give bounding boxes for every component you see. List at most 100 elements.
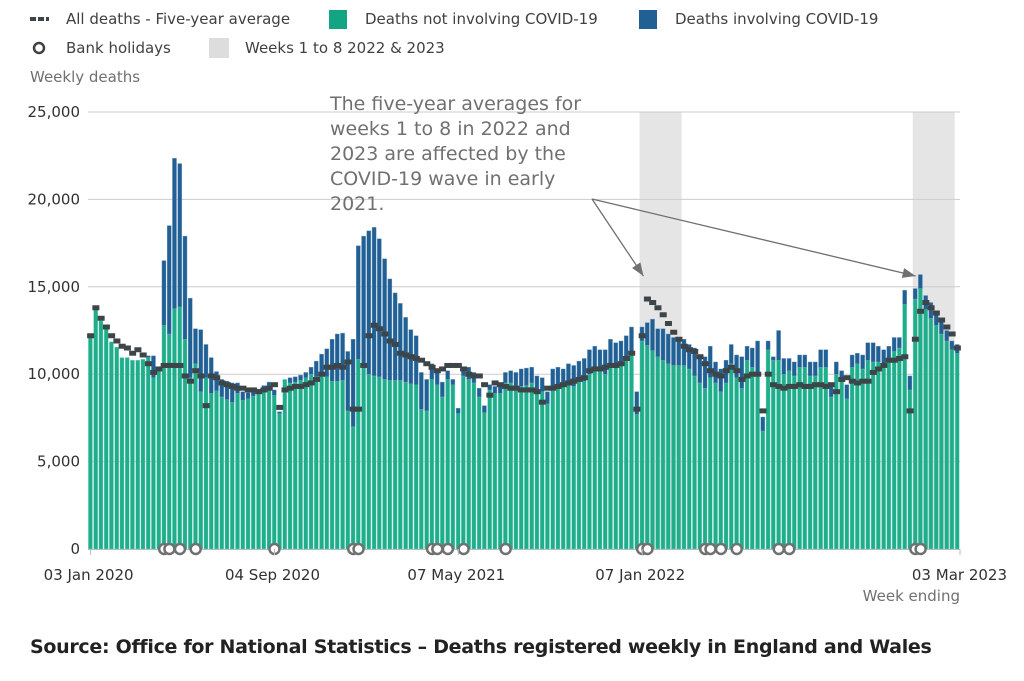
bar-covid xyxy=(350,339,356,427)
average-marker xyxy=(664,321,672,327)
average-marker xyxy=(265,385,273,391)
bar-covid xyxy=(240,391,245,401)
bar-noncovid xyxy=(639,340,645,550)
bank-holiday-markers xyxy=(157,542,927,556)
average-marker xyxy=(328,364,336,370)
average-marker xyxy=(244,387,252,393)
average-marker xyxy=(344,359,352,365)
bar-covid xyxy=(539,377,545,392)
bar-noncovid xyxy=(240,400,245,550)
average-marker xyxy=(202,403,210,409)
bars xyxy=(88,158,960,550)
average-marker xyxy=(533,389,541,395)
bar-covid xyxy=(907,375,913,391)
bar-noncovid xyxy=(902,304,907,550)
bar-covid xyxy=(865,342,871,361)
bank-holiday-marker xyxy=(499,542,512,556)
bar-noncovid xyxy=(277,413,282,550)
bar-noncovid xyxy=(198,391,203,550)
bar-noncovid xyxy=(907,389,913,550)
average-marker xyxy=(286,385,294,391)
bar-noncovid xyxy=(734,377,739,550)
average-marker xyxy=(144,361,152,367)
bar-noncovid xyxy=(597,368,603,550)
average-marker xyxy=(727,364,735,370)
bar-noncovid xyxy=(529,382,534,550)
average-marker xyxy=(927,305,935,311)
average-marker xyxy=(439,366,447,372)
bar-covid xyxy=(224,380,230,400)
shaded-ranges xyxy=(639,112,955,549)
bar-noncovid xyxy=(261,389,267,550)
bar-noncovid xyxy=(366,374,372,550)
bank-holiday-marker xyxy=(714,542,728,556)
bar-noncovid xyxy=(324,376,330,550)
average-marker xyxy=(223,382,231,388)
average-marker xyxy=(313,376,321,382)
average-marker xyxy=(297,383,305,389)
bar-covid xyxy=(650,318,655,351)
average-marker xyxy=(738,376,746,382)
bar-covid xyxy=(692,347,697,377)
bar-covid xyxy=(671,337,676,366)
bar-covid xyxy=(182,235,188,340)
average-marker xyxy=(938,317,946,323)
average-marker xyxy=(749,371,757,377)
bar-covid xyxy=(771,356,776,361)
bar-covid xyxy=(277,411,282,414)
bar-covid xyxy=(912,288,918,300)
bar-noncovid xyxy=(660,360,666,550)
bar-noncovid xyxy=(560,386,566,550)
average-marker xyxy=(680,343,688,349)
bar-covid xyxy=(287,377,293,384)
bar-noncovid xyxy=(581,380,587,550)
average-marker xyxy=(685,347,693,353)
bar-covid xyxy=(928,302,934,319)
average-marker xyxy=(775,383,783,389)
y-tick-label: 0 xyxy=(70,540,80,558)
bar-covid xyxy=(781,358,787,375)
bar-covid xyxy=(776,330,781,361)
bar-noncovid xyxy=(839,379,844,550)
bar-covid xyxy=(188,297,193,378)
average-marker xyxy=(218,380,226,386)
bar-noncovid xyxy=(382,379,387,550)
average-marker xyxy=(165,362,173,368)
bar-covid xyxy=(807,361,813,377)
average-marker xyxy=(801,383,809,389)
bar-noncovid xyxy=(214,390,219,550)
bar-covid xyxy=(629,326,634,352)
bar-noncovid xyxy=(681,365,687,550)
x-tick-label: 04 Sep 2020 xyxy=(225,566,320,584)
average-marker xyxy=(591,366,599,372)
bank-holiday-marker xyxy=(914,542,927,556)
bar-covid xyxy=(797,354,802,368)
average-marker xyxy=(307,380,315,386)
bar-covid xyxy=(624,335,629,359)
bar-noncovid xyxy=(224,399,230,550)
bar-covid xyxy=(245,392,251,399)
average-marker xyxy=(528,387,536,393)
bar-noncovid xyxy=(671,365,676,550)
bar-covid xyxy=(855,353,860,364)
average-marker xyxy=(890,357,898,363)
bar-noncovid xyxy=(103,327,109,550)
bar-noncovid xyxy=(303,377,309,550)
bar-noncovid xyxy=(870,361,876,550)
bar-noncovid xyxy=(713,382,718,550)
bar-covid xyxy=(844,384,850,399)
annotation: The five-year averages for weeks 1 to 8 … xyxy=(329,93,916,278)
average-marker xyxy=(323,364,331,370)
average-marker xyxy=(402,352,410,358)
bar-noncovid xyxy=(403,381,408,550)
bar-noncovid xyxy=(282,379,288,550)
bar-covid xyxy=(177,163,182,308)
bar-covid xyxy=(214,371,219,392)
bar-noncovid xyxy=(335,380,340,550)
bar-noncovid xyxy=(266,388,272,550)
bar-covid xyxy=(335,333,340,382)
average-marker xyxy=(423,361,431,367)
average-marker xyxy=(617,361,625,367)
annotation-arrow-line xyxy=(591,198,916,277)
bar-covid xyxy=(503,372,508,384)
